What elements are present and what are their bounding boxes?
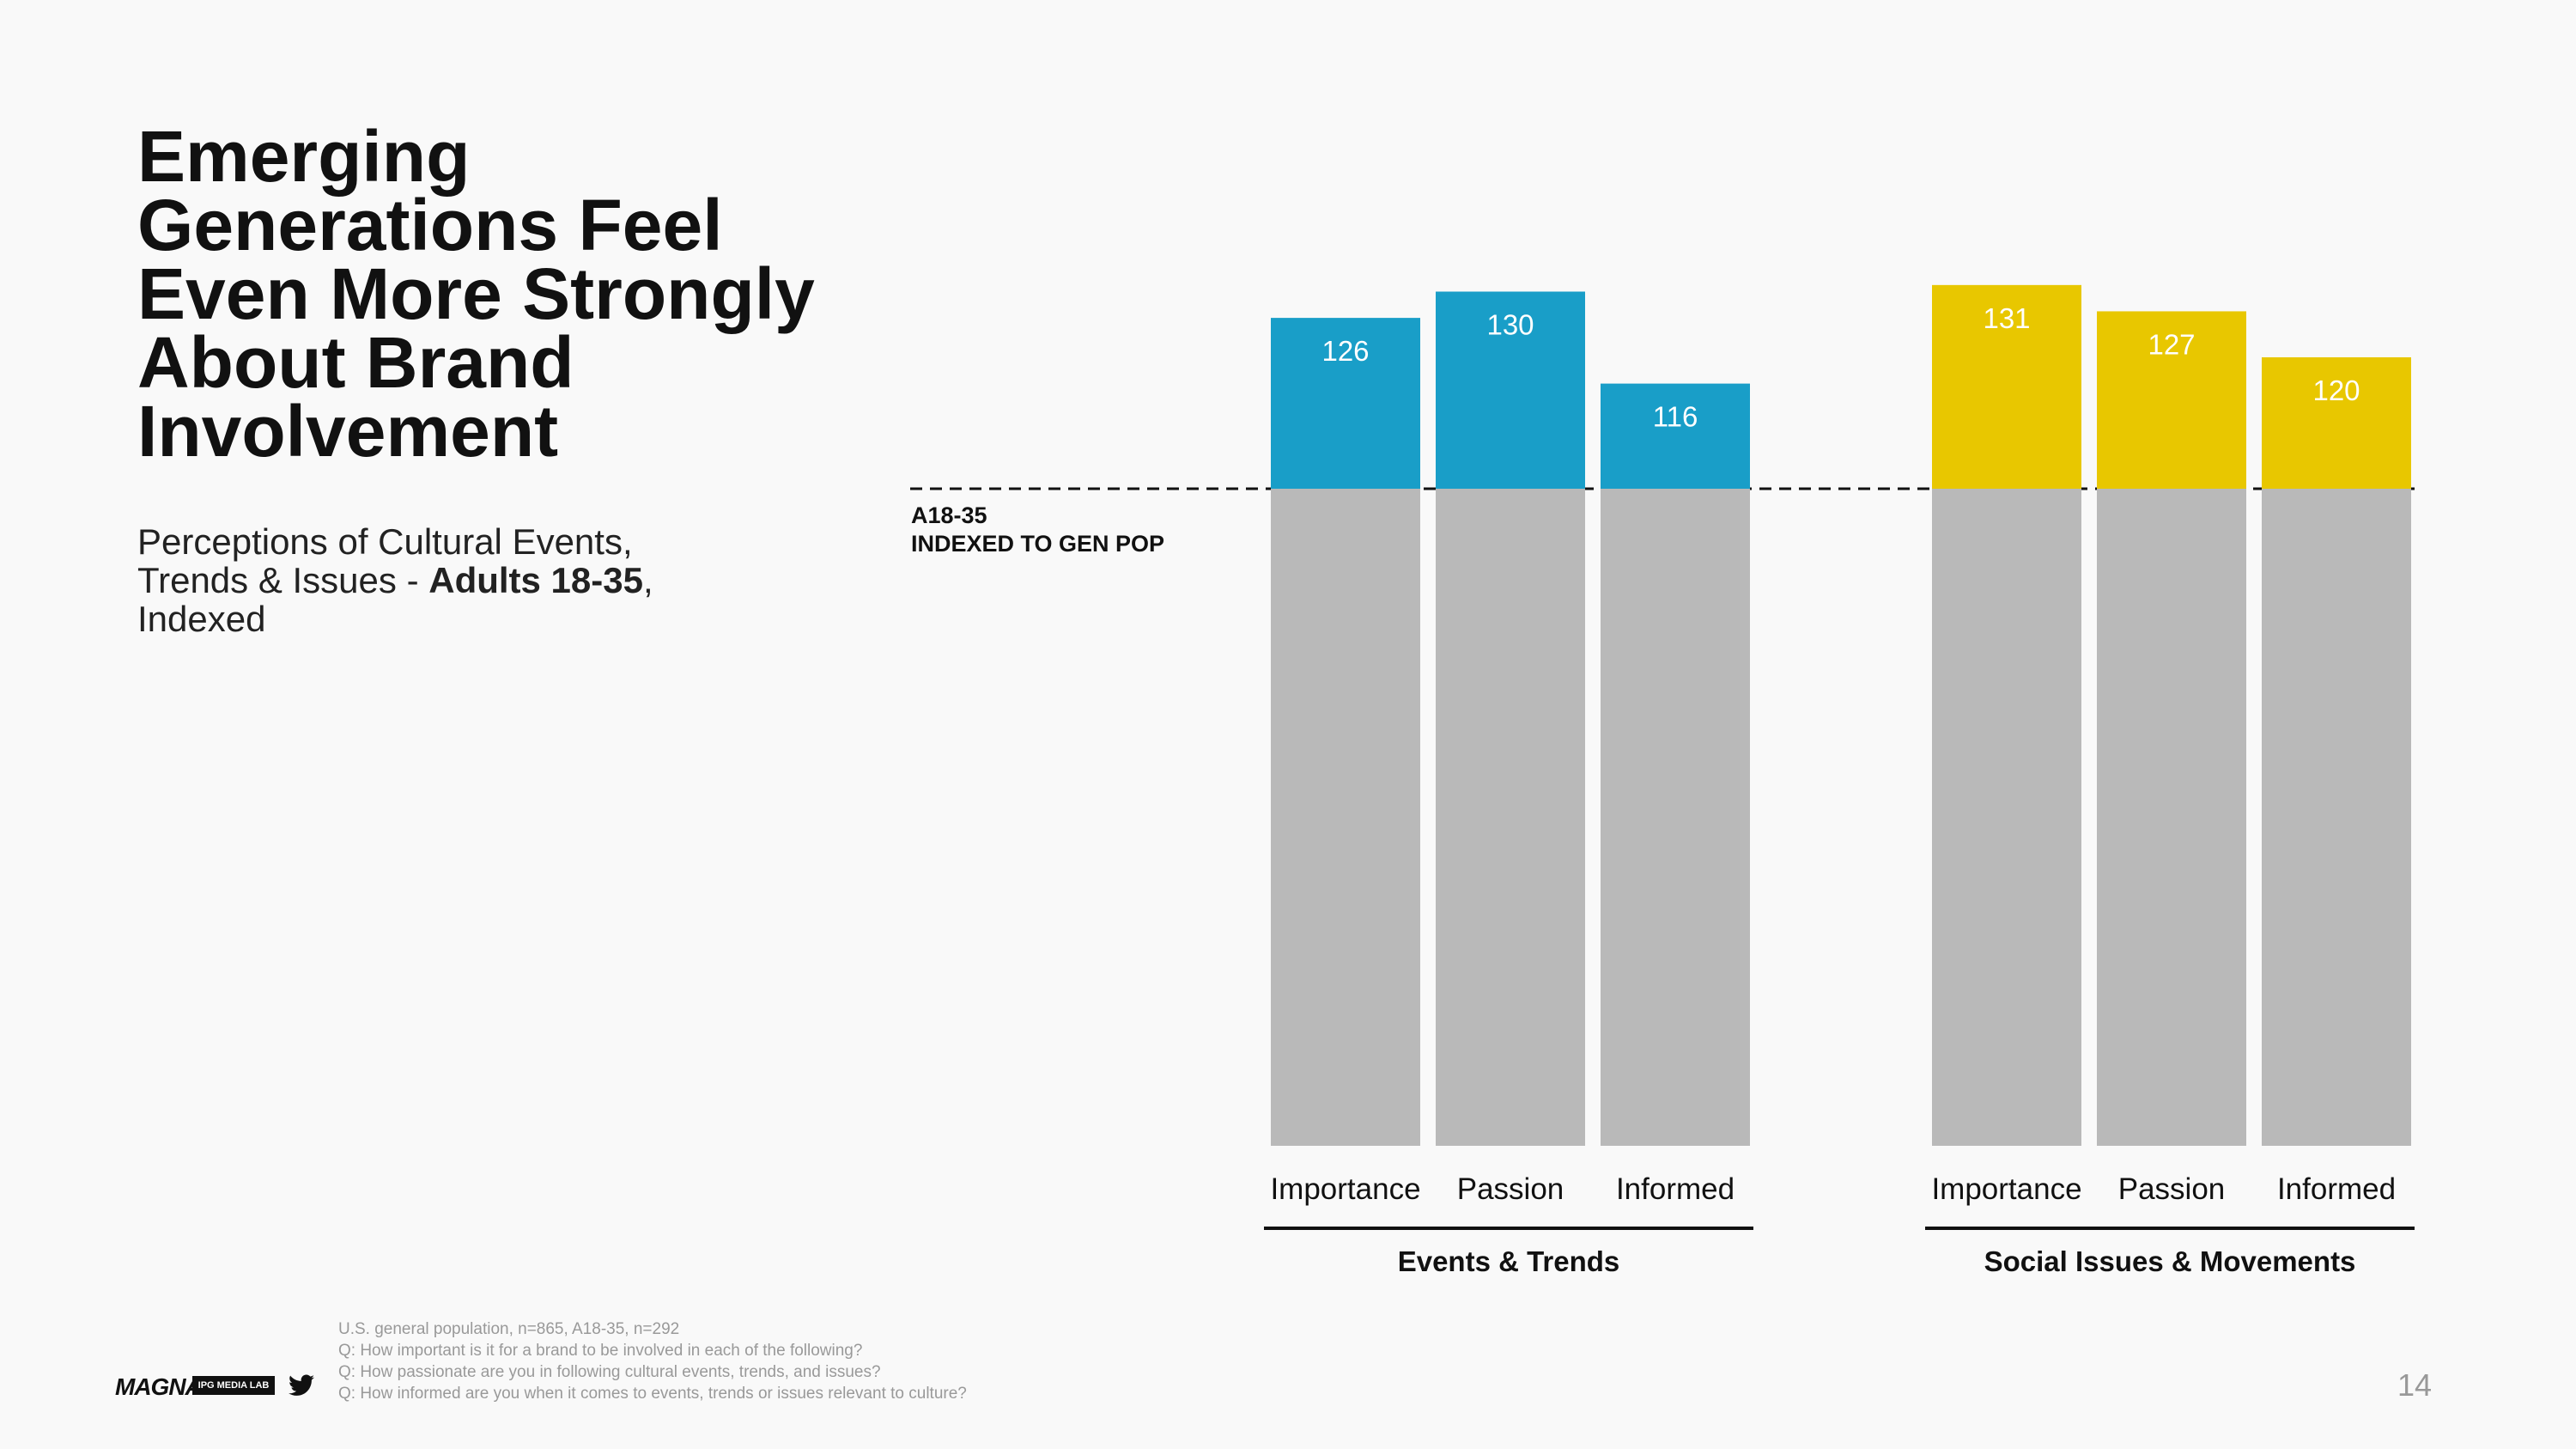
bar-index	[2097, 311, 2246, 489]
magna-logo: MAGNA	[115, 1373, 203, 1400]
bar-index	[1271, 318, 1420, 489]
footnote-line: Q: How passionate are you in following c…	[338, 1363, 881, 1381]
bar-index	[1436, 291, 1585, 489]
slide-title: Emerging Generations Feel Even More Stro…	[137, 116, 815, 472]
subtitle-bold: Adults 18-35	[428, 560, 643, 600]
footnote-line: Q: How important is it for a brand to be…	[338, 1342, 863, 1360]
data-label: 120	[2312, 374, 2360, 406]
group-label: Social Issues & Movements	[1984, 1245, 2356, 1277]
category-label: Passion	[2118, 1172, 2226, 1206]
data-label: 126	[1321, 335, 1369, 367]
bar-index	[1932, 284, 2081, 489]
data-label: 127	[2148, 328, 2195, 360]
ipg-media-lab-logo: IPG MEDIA LAB	[192, 1376, 275, 1395]
baseline-label: A18-35	[911, 502, 987, 528]
slide-subtitle: Perceptions of Cultural Events, Trends &…	[137, 522, 738, 638]
category-label: Importance	[1270, 1172, 1420, 1206]
bar-base	[1271, 489, 1420, 1146]
category-label: Importance	[1931, 1172, 2081, 1206]
category-label: Informed	[2277, 1172, 2396, 1206]
bar-index	[2262, 357, 2411, 489]
category-label: Passion	[1457, 1172, 1564, 1206]
bar-base	[1436, 489, 1585, 1146]
bar-base	[2097, 489, 2246, 1146]
group-label: Events & Trends	[1398, 1245, 1620, 1277]
subtitle-tail: , Indexed	[137, 560, 653, 639]
footnotes: U.S. general population, n=865, A18-35, …	[338, 1318, 967, 1404]
bar-base	[1932, 489, 2081, 1146]
data-label: 116	[1653, 401, 1698, 433]
data-label: 131	[1983, 302, 2030, 334]
page-number: 14	[2397, 1367, 2432, 1403]
twitter-icon	[289, 1374, 314, 1396]
subtitle-text: Perceptions of Cultural Events, Trends &…	[137, 521, 633, 600]
category-label: Informed	[1616, 1172, 1735, 1206]
data-label: 130	[1486, 309, 1534, 341]
baseline-label: INDEXED TO GEN POP	[911, 531, 1164, 557]
bar-index	[1601, 383, 1750, 489]
bar-base	[1601, 489, 1750, 1146]
bar-base	[2262, 489, 2411, 1146]
footnote-line: Q: How informed are you when it comes to…	[338, 1385, 967, 1403]
footnote-line: U.S. general population, n=865, A18-35, …	[338, 1320, 680, 1338]
